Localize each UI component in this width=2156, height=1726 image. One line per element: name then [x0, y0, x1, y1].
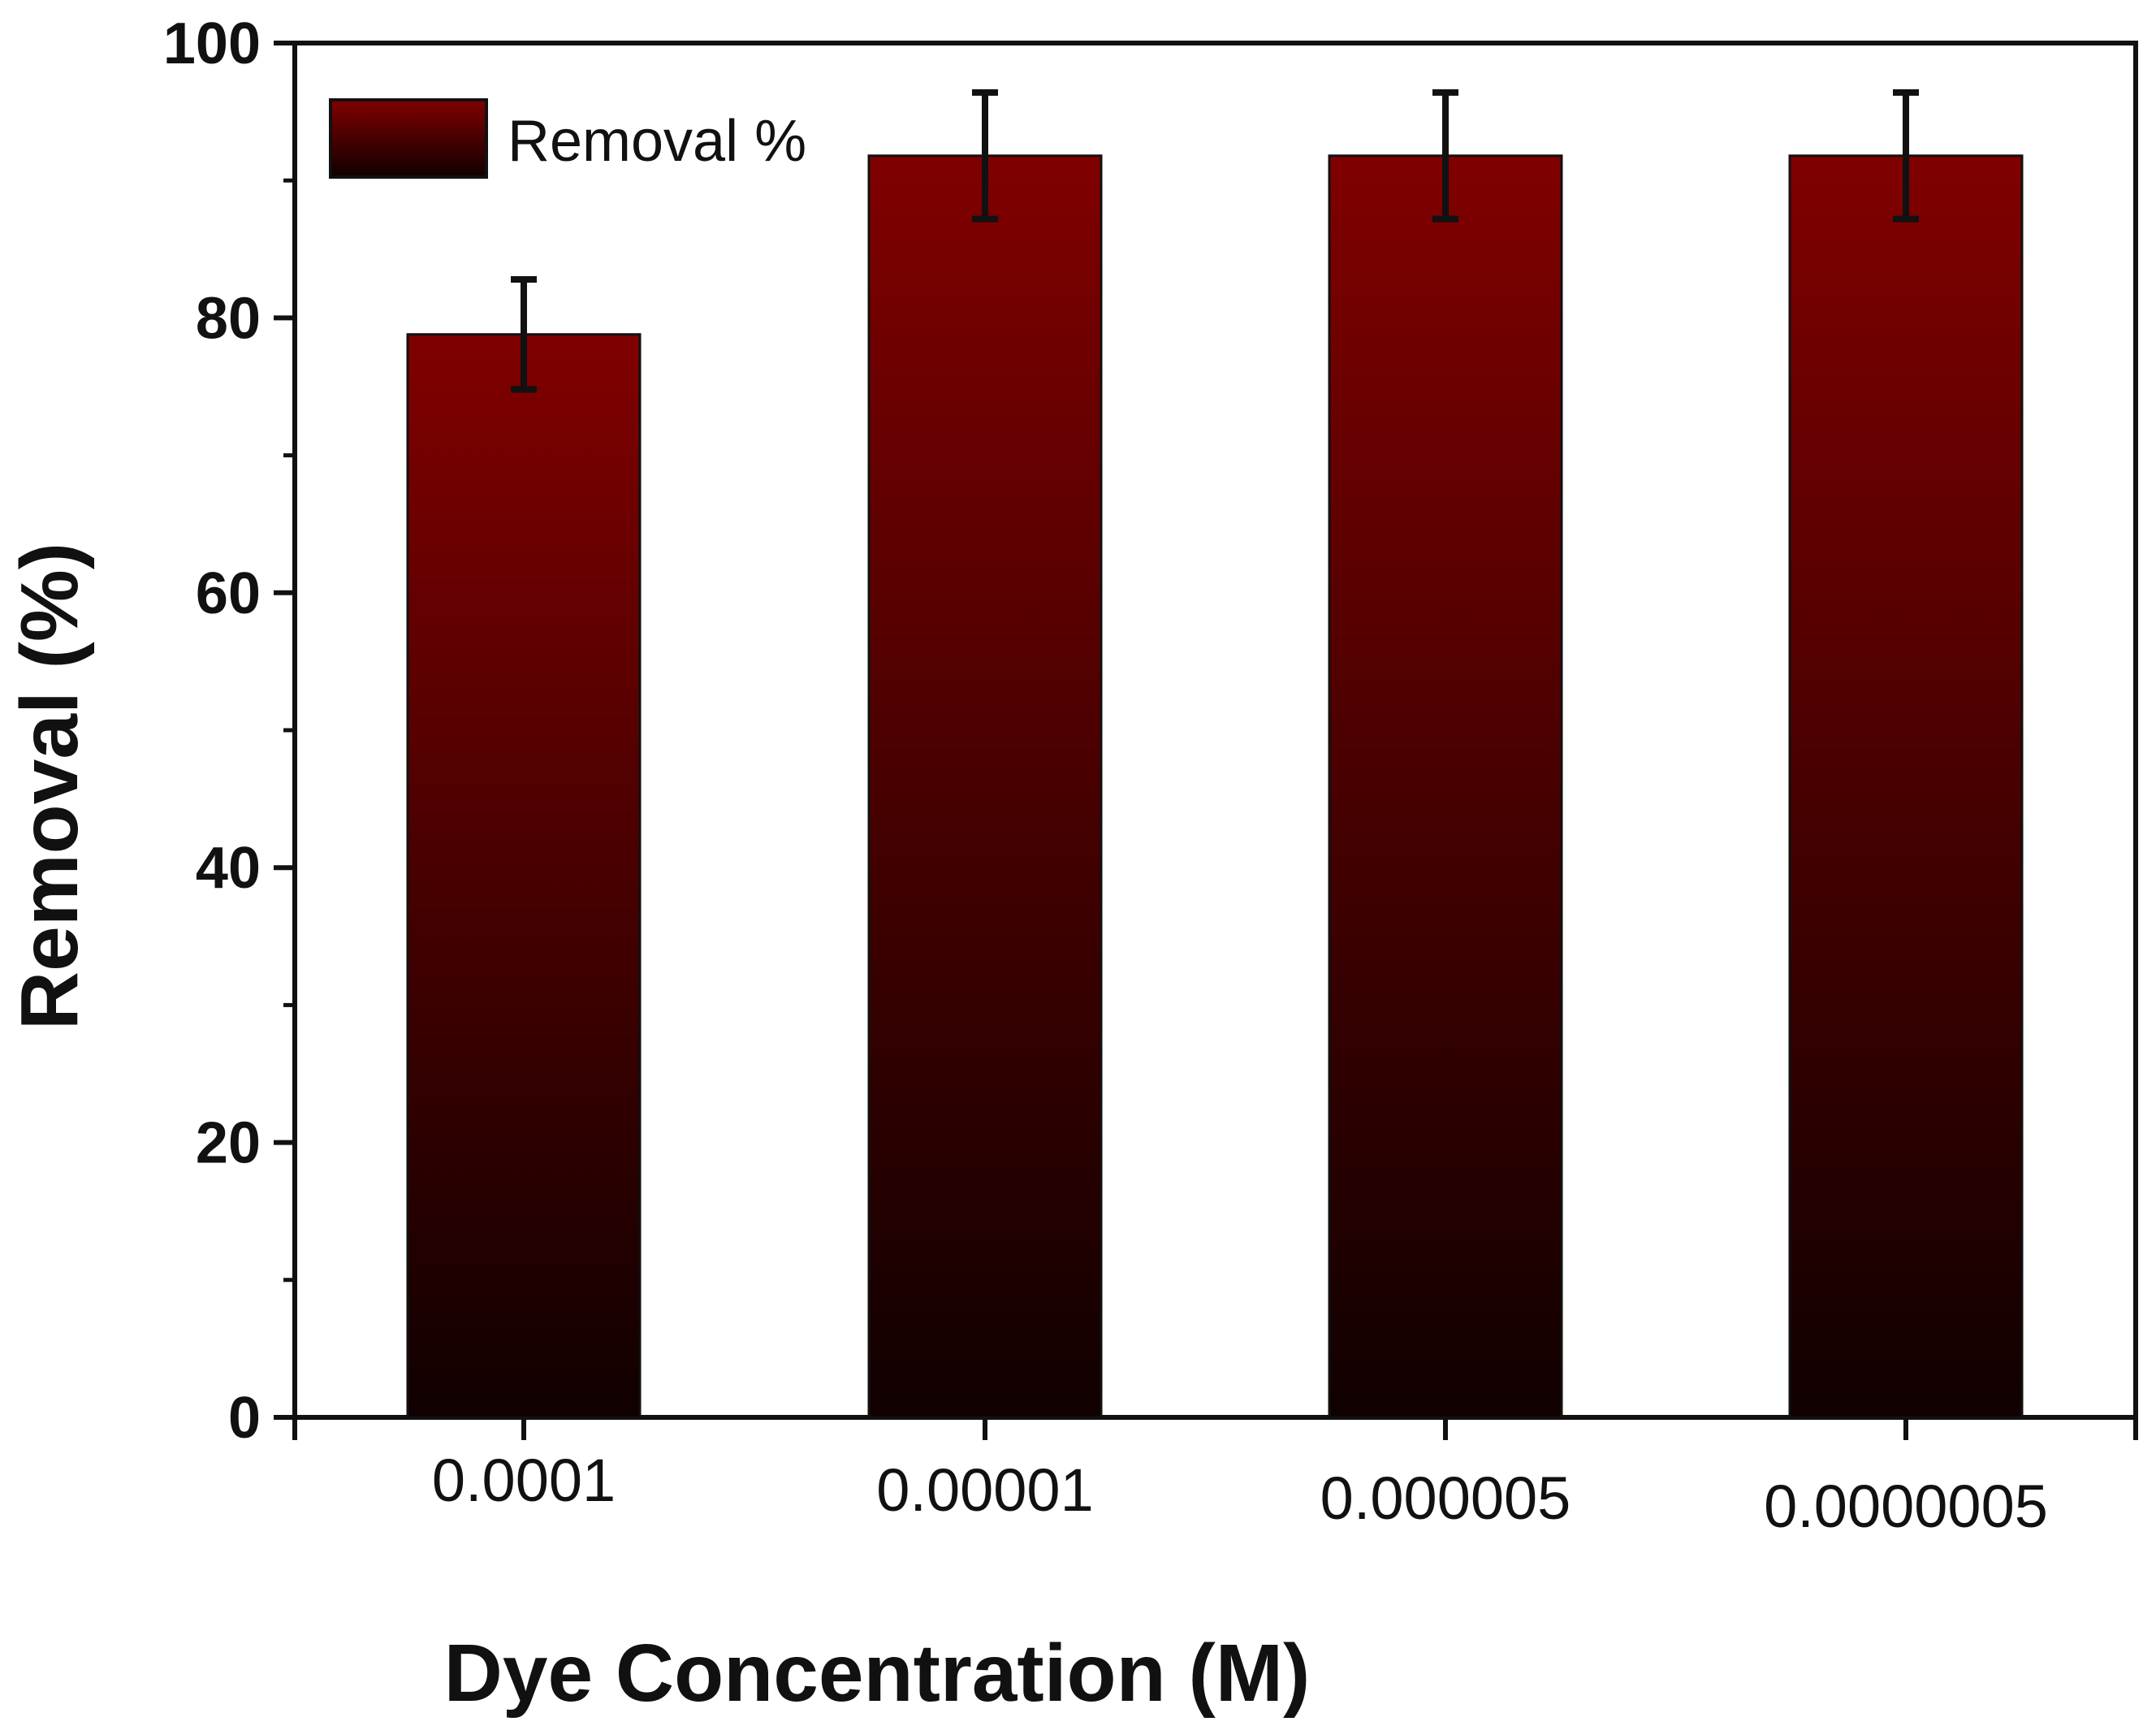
legend-label: Removal %	[508, 109, 806, 174]
x-axis-title: Dye Concentration (M)	[444, 1628, 1311, 1719]
error-bar	[511, 276, 537, 393]
y-axis-title: Removal (%)	[4, 543, 95, 1030]
error-bar	[1893, 89, 1919, 223]
error-bar	[972, 89, 998, 223]
bar	[1328, 154, 1563, 1419]
bar	[1788, 154, 2024, 1419]
y-tick-label: 40	[196, 836, 261, 901]
legend-swatch	[329, 98, 488, 179]
y-tick-label: 0	[228, 1386, 261, 1451]
bar	[867, 154, 1103, 1419]
error-bar	[1432, 89, 1458, 223]
y-tick-label: 20	[196, 1111, 261, 1176]
y-tick-label: 100	[163, 11, 261, 76]
bar	[406, 333, 642, 1419]
y-tick-label: 60	[196, 561, 261, 626]
legend: Removal %	[329, 98, 806, 179]
y-tick-label: 80	[196, 286, 261, 351]
x-tick-label: 0.00001	[876, 1456, 1094, 1524]
x-tick-label: 0.0000005	[1764, 1473, 2048, 1540]
x-tick-label: 0.000005	[1320, 1464, 1571, 1532]
x-tick-label: 0.0001	[432, 1447, 616, 1514]
